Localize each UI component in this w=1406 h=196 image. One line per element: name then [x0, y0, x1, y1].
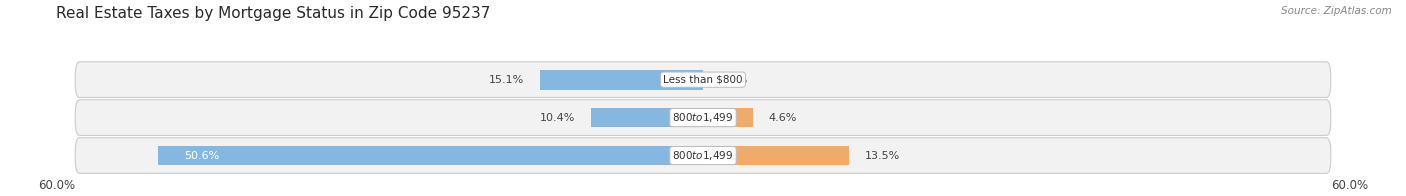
Bar: [540, 70, 703, 90]
Text: 4.6%: 4.6%: [769, 113, 797, 123]
FancyBboxPatch shape: [75, 62, 1331, 97]
Text: Source: ZipAtlas.com: Source: ZipAtlas.com: [1281, 6, 1392, 16]
Text: 13.5%: 13.5%: [865, 151, 900, 161]
Bar: [157, 146, 703, 165]
Text: Less than $800: Less than $800: [664, 75, 742, 85]
Bar: [703, 146, 849, 165]
FancyBboxPatch shape: [75, 100, 1331, 135]
Text: $800 to $1,499: $800 to $1,499: [672, 111, 734, 124]
Text: 15.1%: 15.1%: [489, 75, 524, 85]
Text: $800 to $1,499: $800 to $1,499: [672, 149, 734, 162]
Text: 50.6%: 50.6%: [184, 151, 219, 161]
Text: Real Estate Taxes by Mortgage Status in Zip Code 95237: Real Estate Taxes by Mortgage Status in …: [56, 6, 491, 21]
Text: 10.4%: 10.4%: [540, 113, 575, 123]
FancyBboxPatch shape: [75, 138, 1331, 173]
Bar: [591, 108, 703, 127]
Bar: [703, 108, 752, 127]
Text: 0.0%: 0.0%: [720, 75, 748, 85]
